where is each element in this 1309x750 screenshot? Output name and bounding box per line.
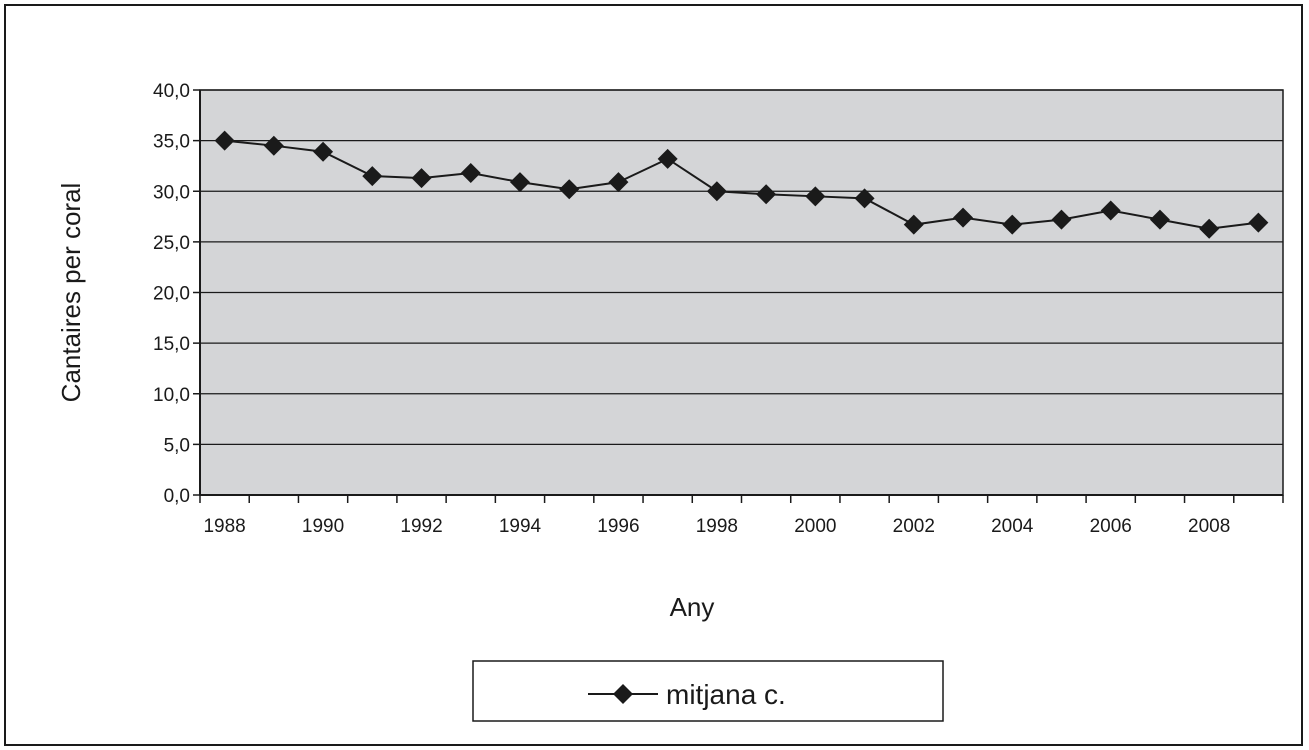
data-point-diamond: [313, 141, 334, 162]
data-point-diamond: [706, 181, 727, 202]
data-point-diamond: [657, 148, 678, 169]
x-tick-label: 2006: [1090, 516, 1132, 537]
data-point-diamond: [1002, 214, 1023, 235]
data-point-diamond: [1149, 209, 1170, 230]
x-tick-label: 2004: [991, 516, 1034, 537]
data-point-diamond: [1100, 200, 1121, 221]
x-tick-label: 1988: [203, 516, 245, 537]
y-tick-labels: 0,0 5,0 10,0 15,0 20,0 25,0 30,0 35,0 40,0: [153, 81, 200, 507]
x-tick-label: 1998: [696, 516, 738, 537]
data-point-diamond: [756, 184, 777, 205]
data-point-diamond: [559, 179, 580, 200]
y-tick-label: 40,0: [153, 81, 190, 102]
data-point-diamond: [953, 207, 974, 228]
x-tick-label: 2000: [794, 516, 836, 537]
x-tick-label: 1996: [597, 516, 639, 537]
y-axis-title: Cantaires per coral: [56, 183, 86, 403]
y-tick-label: 25,0: [153, 233, 190, 254]
data-point-diamond: [362, 166, 383, 187]
y-tick-label: 15,0: [153, 334, 190, 355]
data-point-diamond: [214, 130, 235, 151]
legend-diamond-icon: [613, 684, 633, 704]
y-tick-label: 30,0: [153, 182, 190, 203]
data-point-diamond: [263, 135, 284, 156]
data-point-diamond: [1248, 212, 1269, 233]
gridlines: [200, 89, 1283, 446]
legend-label: mitjana c.: [666, 679, 786, 710]
x-axis-title: Any: [670, 592, 715, 622]
y-tick-label: 10,0: [153, 385, 190, 406]
data-point-diamond: [608, 172, 629, 193]
chart-frame: 0,0 5,0 10,0 15,0 20,0 25,0 30,0 35,0 40,0 1988 1…: [4, 4, 1303, 746]
data-point-diamond: [411, 168, 432, 189]
data-point-diamond: [854, 188, 875, 209]
data-point-diamond: [460, 163, 481, 184]
x-tick-label: 2008: [1188, 516, 1230, 537]
y-tick-label: 20,0: [153, 284, 190, 305]
x-tick-label: 2002: [893, 516, 935, 537]
series-line: [224, 139, 1259, 230]
series-mitjana: [214, 130, 1269, 239]
data-point-diamond: [509, 172, 530, 193]
x-tick-label: 1990: [302, 516, 344, 537]
data-point-diamond: [1051, 209, 1072, 230]
data-point-diamond: [1199, 218, 1220, 239]
legend: mitjana c.: [472, 660, 944, 722]
y-tick-label: 0,0: [164, 486, 190, 507]
data-point-diamond: [903, 214, 924, 235]
legend-box: [472, 660, 944, 722]
x-tick-label: 1992: [400, 516, 442, 537]
y-tick-label: 5,0: [164, 435, 190, 456]
data-point-diamond: [805, 186, 826, 207]
y-tick-label: 35,0: [153, 132, 190, 153]
x-tick-labels: 1988 1990 1992 1994 1996 1998 2000 2002 2004 2006…: [199, 495, 1284, 537]
x-tick-label: 1994: [499, 516, 542, 537]
line-chart: 0,05,010,015,020,025,030,035,040,0 1988 1…: [56, 81, 1284, 722]
